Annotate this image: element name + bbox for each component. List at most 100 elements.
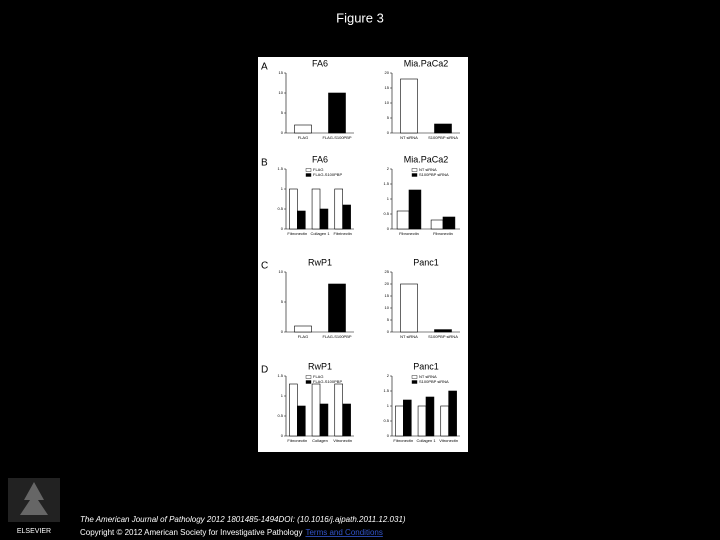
logo: ELSEVIER (8, 478, 60, 535)
x-tick-label: Collagen 1 (310, 231, 330, 236)
panel-label: C (261, 261, 268, 272)
y-tick-label: 0.5 (277, 413, 283, 418)
chart-title: FA6 (312, 58, 328, 68)
legend-swatch (411, 168, 418, 172)
bar (342, 204, 351, 230)
x-tick-label: FLAG (298, 135, 308, 140)
bar (400, 283, 418, 333)
copyright-text: Copyright © 2012 American Society for In… (80, 528, 302, 537)
bar (395, 405, 404, 437)
panel-label: A (261, 62, 268, 73)
x-tick-label: Collagen (312, 438, 328, 443)
bar (403, 399, 412, 437)
legend-label: FLAG-S100PBP (313, 172, 342, 177)
y-tick-label: 0 (281, 130, 284, 135)
chart-title: Mia.PaCa2 (404, 58, 449, 68)
x-tick-label: Fibronectin (287, 438, 307, 443)
x-tick-label: FLAG-S100PBP (322, 135, 351, 140)
bar (319, 208, 329, 230)
chart-title: Mia.PaCa2 (404, 154, 449, 164)
bar (434, 123, 452, 134)
y-tick-label: 5 (387, 115, 390, 120)
legend-label: FLAG-S100PBP (313, 379, 342, 384)
x-tick-label: Fibronectin (399, 231, 419, 236)
slide-title: Figure 3 (336, 10, 384, 25)
copyright: Copyright © 2012 American Society for In… (80, 528, 383, 537)
bar (342, 403, 351, 437)
chart-title: RwP1 (308, 257, 332, 267)
x-tick-label: Fibrinectin (333, 231, 351, 236)
citation: The American Journal of Pathology 2012 1… (80, 515, 406, 524)
bar (311, 383, 321, 437)
y-tick-label: 1.5 (277, 373, 283, 378)
chart-title: Panc1 (413, 257, 439, 267)
legend-swatch (305, 380, 312, 384)
y-tick-label: 0 (387, 329, 390, 334)
y-tick-label: 2 (387, 166, 390, 171)
y-tick-label: 1 (281, 186, 284, 191)
legend-label: S100PBP siRNA (419, 379, 449, 384)
legend-label: FLAG (313, 167, 323, 172)
chart-title: RwP1 (308, 361, 332, 371)
bar (396, 210, 410, 230)
bar (434, 329, 452, 333)
bar (311, 188, 321, 230)
legend-label: S100PBP siRNA (419, 172, 449, 177)
y-tick-label: 1.5 (383, 388, 389, 393)
bar (297, 405, 306, 437)
bar (408, 189, 422, 230)
x-tick-label: Fibronectin (433, 231, 453, 236)
legend-swatch (411, 173, 418, 177)
logo-tree (20, 482, 48, 515)
chart-title: Panc1 (413, 361, 439, 371)
bar (319, 403, 329, 437)
bar (448, 390, 457, 437)
x-tick-label: FLAG-S100PBP (322, 334, 351, 339)
y-tick-label: 15 (385, 293, 390, 298)
legend-swatch (305, 173, 312, 177)
bar (289, 188, 298, 230)
bar (328, 92, 346, 134)
legend-swatch (305, 168, 312, 172)
bar (425, 396, 435, 437)
y-tick-label: 25 (385, 269, 390, 274)
bar (334, 383, 343, 437)
y-tick-label: 10 (385, 305, 390, 310)
x-tick-label: Collagen 1 (416, 438, 436, 443)
x-tick-label: FLAG (298, 334, 308, 339)
y-tick-label: 10 (385, 100, 390, 105)
legend-swatch (305, 375, 312, 379)
y-tick-label: 0 (281, 433, 284, 438)
y-tick-label: 15 (385, 85, 390, 90)
bar (289, 383, 298, 437)
x-tick-label: NT siRNA (400, 334, 418, 339)
bar (294, 124, 312, 134)
x-tick-label: Vitronectin (333, 438, 352, 443)
chart-title: FA6 (312, 154, 328, 164)
legend-swatch (411, 375, 418, 379)
y-tick-label: 5 (281, 110, 284, 115)
bar (294, 325, 312, 333)
y-tick-label: 1.5 (277, 166, 283, 171)
x-tick-label: Fibronectin (287, 231, 307, 236)
legend-label: NT siRNA (419, 167, 437, 172)
panel-label: D (261, 365, 268, 376)
y-tick-label: 15 (279, 70, 284, 75)
bar (430, 219, 444, 230)
y-tick-label: 0.5 (383, 418, 389, 423)
terms-link[interactable]: Terms and Conditions (305, 528, 382, 537)
y-tick-label: 0 (281, 329, 284, 334)
y-tick-label: 1 (387, 196, 390, 201)
logo-text: ELSEVIER (17, 528, 51, 535)
y-tick-label: 0.5 (277, 206, 283, 211)
bar (297, 210, 306, 230)
panel-label: B (261, 158, 268, 169)
y-tick-label: 1.5 (383, 181, 389, 186)
x-tick-label: Fibronectin (393, 438, 413, 443)
y-tick-label: 10 (279, 90, 284, 95)
legend-label: NT siRNA (419, 374, 437, 379)
y-tick-label: 0 (387, 226, 390, 231)
y-tick-label: 10 (279, 269, 284, 274)
bar (440, 405, 449, 437)
y-tick-label: 0 (387, 130, 390, 135)
